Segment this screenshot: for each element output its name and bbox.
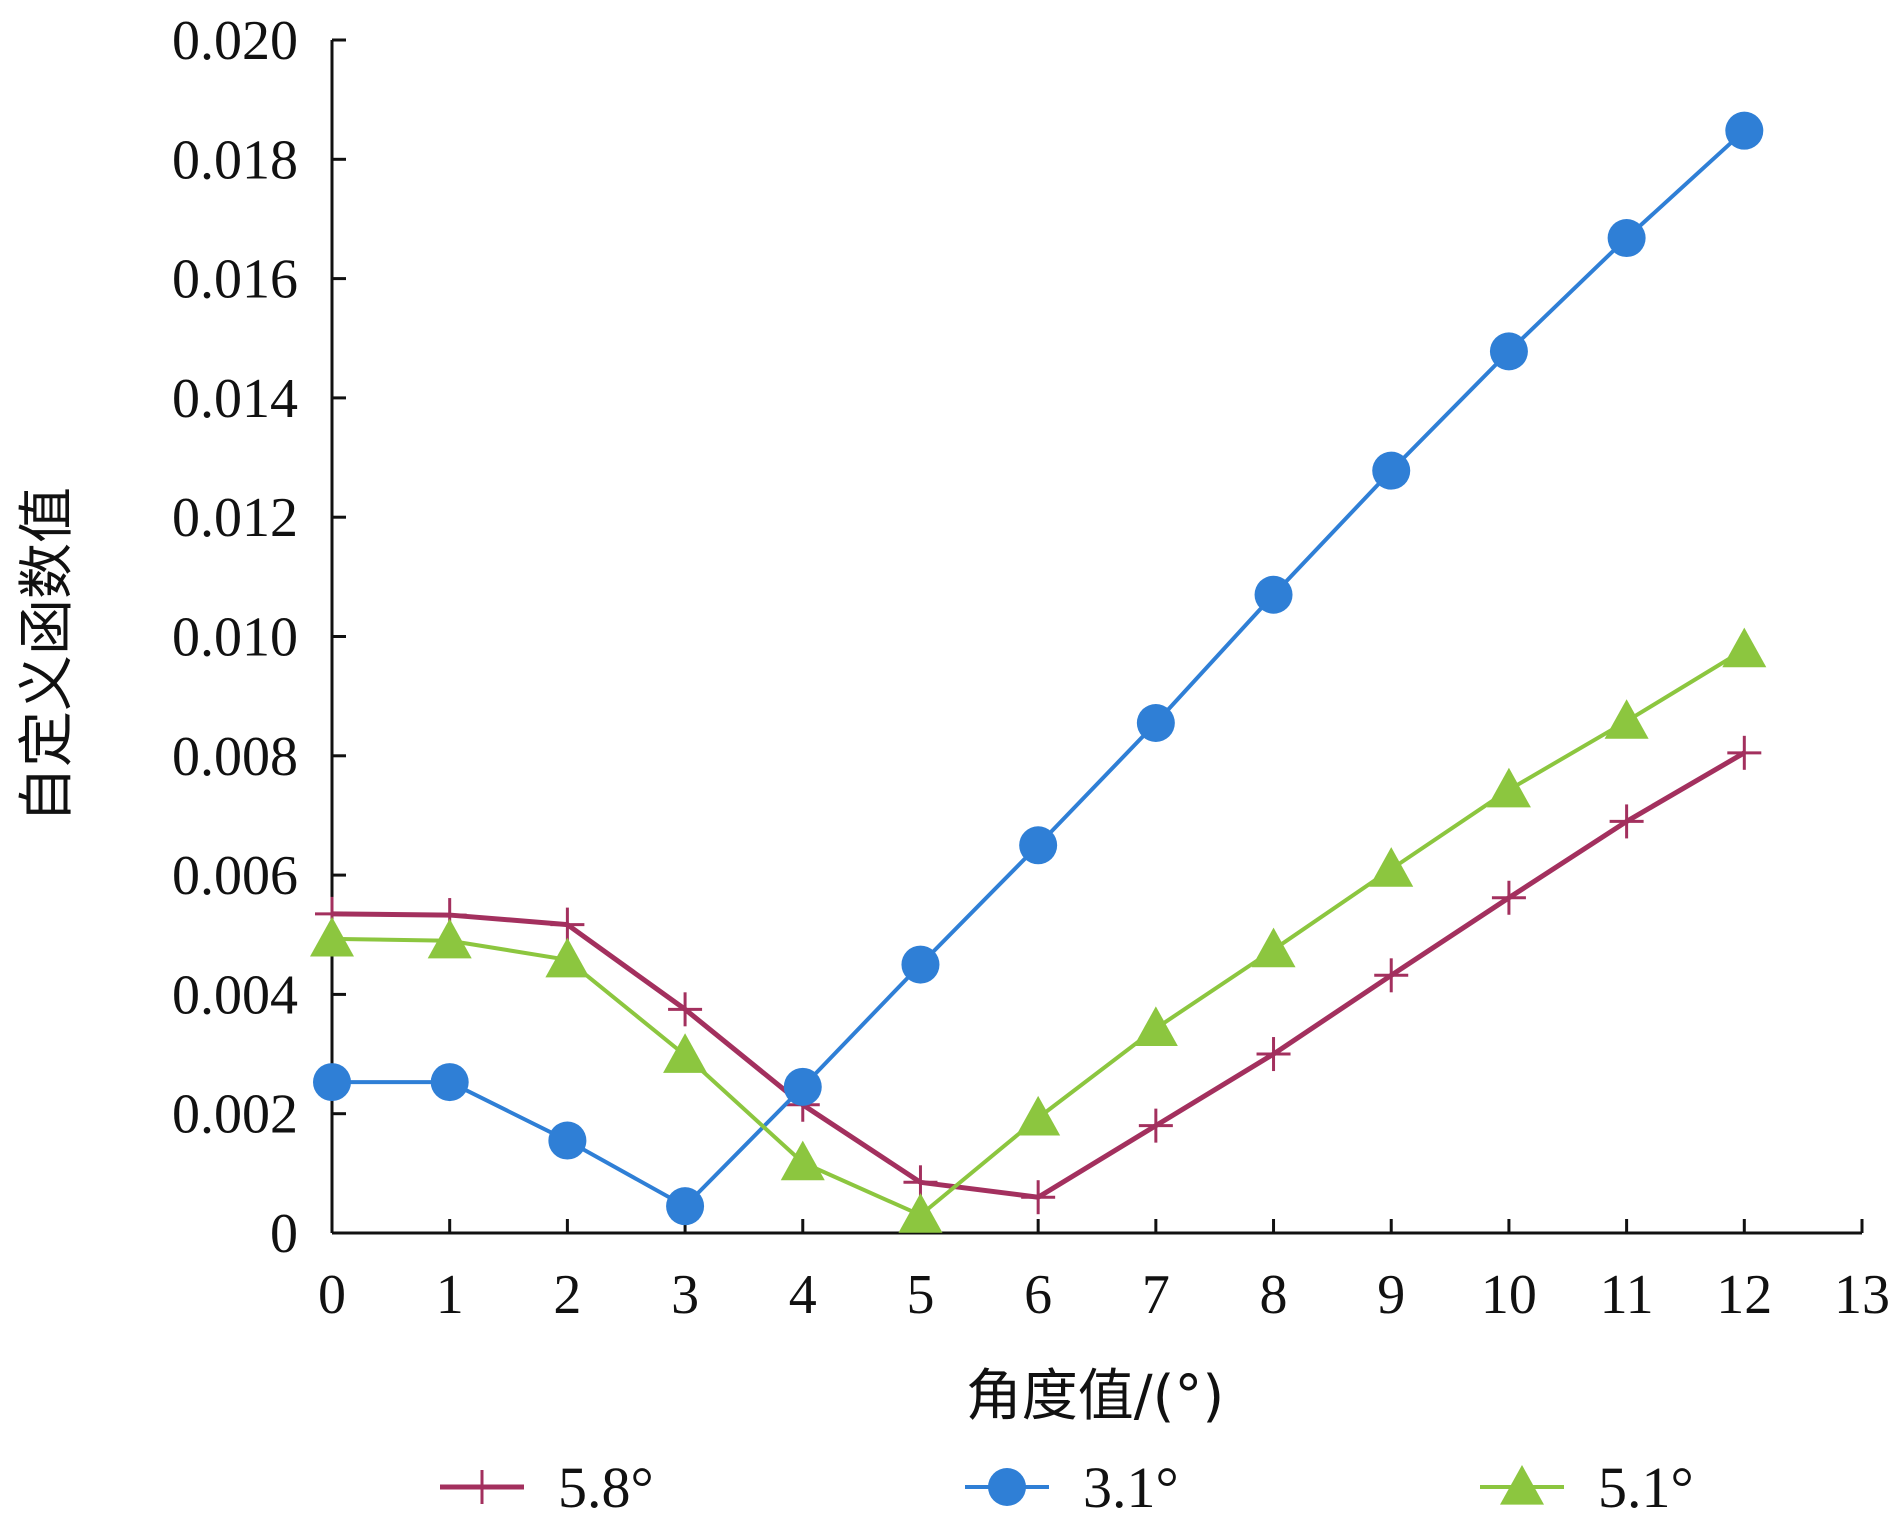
- x-tick-label: 5: [906, 1264, 934, 1326]
- x-tick-label: 7: [1142, 1264, 1170, 1326]
- x-tick-label: 6: [1024, 1264, 1052, 1326]
- series-circle-point: [1254, 575, 1293, 614]
- series-triangle-point: [427, 918, 472, 959]
- x-tick-label: 10: [1481, 1264, 1537, 1326]
- x-tick-label: 8: [1260, 1264, 1288, 1326]
- legend-item: 5.1°: [1480, 1455, 1694, 1520]
- series-circle-point: [1489, 332, 1528, 371]
- series-line: [332, 129, 1746, 1209]
- y-tick-label: 0.018: [172, 129, 298, 191]
- x-tick-label: 1: [436, 1264, 464, 1326]
- series-circle-point: [548, 1121, 587, 1160]
- series-triangle-point: [1251, 927, 1296, 968]
- legend: 5.8° 3.1° 5.1°: [440, 1455, 1694, 1520]
- series-plus-point: [1138, 1108, 1173, 1143]
- legend-triangle-point: [1500, 1465, 1544, 1505]
- y-axis: 0 0.002 0.004 0.006 0.008 0.010 0.012 0.014 0.01…: [172, 10, 346, 1265]
- legend-item: 5.8°: [440, 1455, 654, 1520]
- x-tick-label: 12: [1716, 1264, 1772, 1326]
- y-tick-label: 0.014: [172, 368, 298, 430]
- legend-plus-point: [465, 1470, 499, 1504]
- series-circle-point: [666, 1187, 705, 1226]
- y-tick-label: 0.020: [172, 10, 298, 72]
- series-triangle-point: [1486, 767, 1531, 808]
- y-tick-label: 0.004: [172, 964, 298, 1026]
- y-tick-label: 0.010: [172, 607, 298, 669]
- y-tick-label: 0.002: [172, 1084, 298, 1146]
- series-circle-point: [1136, 703, 1175, 742]
- x-tick-label: 13: [1834, 1264, 1890, 1326]
- series-circle-point: [1372, 451, 1411, 490]
- series-triangle-point: [1369, 847, 1414, 887]
- legend-label: 3.1°: [1083, 1455, 1179, 1520]
- series-circle: [313, 111, 1764, 1226]
- series-circle-point: [901, 945, 940, 984]
- series-triangle-point: [1016, 1095, 1061, 1136]
- series-circle-point: [1607, 219, 1646, 258]
- series-triangle: [310, 627, 1767, 1233]
- series-circle-point: [1019, 826, 1058, 865]
- series-plus-point: [668, 992, 703, 1027]
- series-triangle-point: [1604, 699, 1649, 739]
- series-plus-point: [1727, 735, 1762, 770]
- series-plus-point: [1256, 1037, 1291, 1072]
- legend-circle-point: [988, 1468, 1026, 1506]
- series-circle-point: [313, 1063, 351, 1102]
- series-plus-point: [1374, 958, 1409, 993]
- series-plus-point: [550, 907, 585, 942]
- series-triangle-point: [663, 1033, 708, 1073]
- series-triangle-point: [310, 916, 354, 957]
- series-plus-point: [1609, 804, 1644, 839]
- y-tick-label: 0.006: [172, 845, 298, 907]
- x-axis: 0 1 2 3 4 5 6 7 8 9 10 11 12 13: [318, 1219, 1890, 1326]
- series-circle-point: [783, 1067, 822, 1106]
- series-plus-point: [1491, 880, 1526, 915]
- x-tick-label: 4: [789, 1264, 817, 1326]
- legend-label: 5.8°: [558, 1455, 654, 1520]
- series-circle-point: [1725, 111, 1764, 150]
- series-triangle-point: [780, 1140, 825, 1181]
- series-layer: [310, 111, 1767, 1233]
- y-tick-label: 0.008: [172, 726, 298, 788]
- x-tick-label: 9: [1377, 1264, 1405, 1326]
- series-triangle-point: [898, 1193, 943, 1233]
- series-plus-point: [1021, 1180, 1056, 1215]
- x-tick-label: 0: [318, 1264, 346, 1326]
- series-plus: [315, 735, 1762, 1215]
- y-tick-label: 0: [270, 1203, 298, 1265]
- series-triangle-point: [1133, 1006, 1178, 1047]
- y-tick-label: 0.012: [172, 487, 298, 549]
- x-tick-label: 11: [1600, 1264, 1654, 1326]
- series-circle-point: [430, 1063, 469, 1102]
- legend-label: 5.1°: [1598, 1455, 1694, 1520]
- x-tick-label: 3: [671, 1264, 699, 1326]
- legend-item: 3.1°: [965, 1455, 1179, 1520]
- y-tick-label: 0.016: [172, 249, 298, 311]
- x-axis-title: 角度值/(°): [966, 1364, 1225, 1429]
- x-tick-label: 2: [553, 1264, 581, 1326]
- series-triangle-point: [1722, 627, 1767, 668]
- y-axis-title: 自定义函数值: [15, 487, 80, 823]
- series-triangle-point: [545, 937, 590, 978]
